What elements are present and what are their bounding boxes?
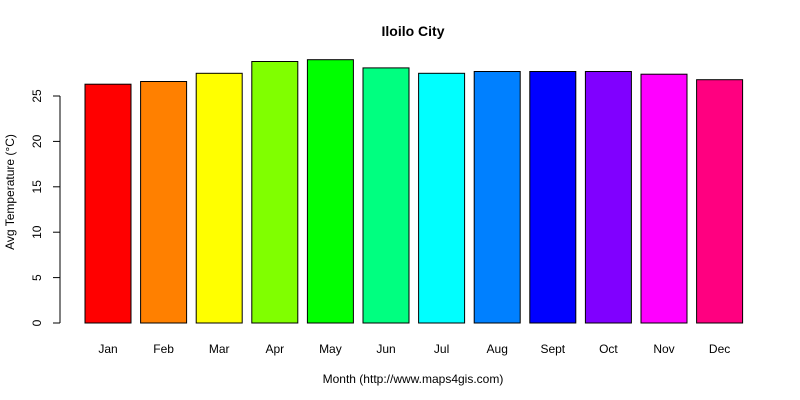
bar-jun xyxy=(362,67,410,324)
y-tick-label: 20 xyxy=(30,134,44,148)
x-tick-label: May xyxy=(319,342,342,356)
x-tick-label: Feb xyxy=(153,342,174,356)
x-axis-label: Month (http://www.maps4gis.com) xyxy=(323,372,504,386)
x-tick-label: Jan xyxy=(98,342,117,356)
bar-jan xyxy=(84,83,132,324)
x-tick-label: Apr xyxy=(265,342,284,356)
x-tick-label: Sept xyxy=(540,342,565,356)
bar-aug xyxy=(473,71,521,324)
bar-nov xyxy=(640,73,688,324)
bar-sept xyxy=(529,71,577,324)
y-tick-label: 10 xyxy=(30,225,44,239)
bar-oct xyxy=(584,71,632,324)
y-axis: 0 5 10 15 20 25 xyxy=(30,89,61,326)
y-tick-label: 5 xyxy=(30,274,44,281)
x-tick-label: Jun xyxy=(376,342,395,356)
x-tick-label: Aug xyxy=(487,342,508,356)
bar-jul xyxy=(418,72,466,324)
bar-dec xyxy=(696,79,744,324)
x-tick-labels: Jan Feb Mar Apr May Jun Jul Aug Sept Oct Nov Dec xyxy=(98,342,730,356)
chart-title: Iloilo City xyxy=(382,23,445,39)
bar-apr xyxy=(251,61,299,324)
x-tick-label: Oct xyxy=(599,342,618,356)
bar-may xyxy=(306,59,354,324)
bars-group xyxy=(84,59,744,324)
y-axis-label: Avg Temperature (°C) xyxy=(3,134,17,250)
y-tick-label: 25 xyxy=(30,89,44,103)
bar-mar xyxy=(195,72,243,324)
x-tick-label: Dec xyxy=(709,342,730,356)
y-tick-label: 15 xyxy=(30,180,44,194)
x-tick-label: Nov xyxy=(653,342,674,356)
y-tick-label: 0 xyxy=(30,319,44,326)
x-tick-label: Mar xyxy=(209,342,230,356)
x-tick-label: Jul xyxy=(434,342,449,356)
bar-feb xyxy=(140,81,188,324)
